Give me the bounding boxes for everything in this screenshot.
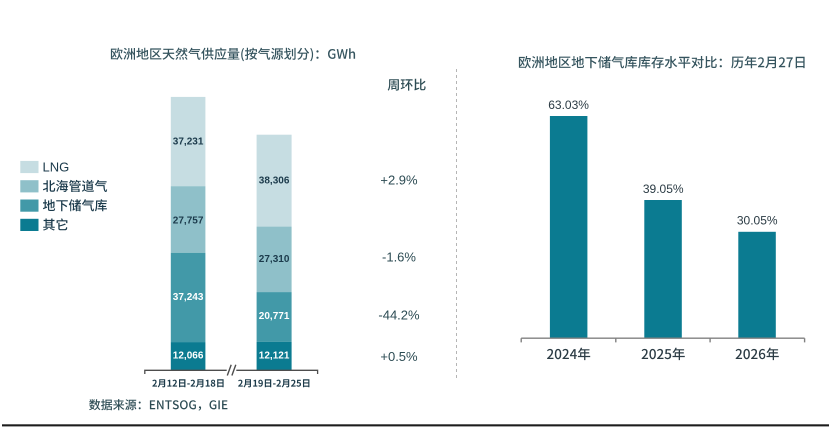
svg-text:12,121: 12,121 xyxy=(259,351,290,362)
svg-text:27,310: 27,310 xyxy=(259,254,290,265)
svg-text:39.05%: 39.05% xyxy=(643,182,684,196)
svg-text:-1.6%: -1.6% xyxy=(382,250,416,265)
svg-text:37,231: 37,231 xyxy=(173,137,204,148)
svg-text:38,306: 38,306 xyxy=(259,176,290,187)
svg-text:LNG: LNG xyxy=(43,160,70,175)
svg-text:37,243: 37,243 xyxy=(173,292,204,303)
svg-text:63.03%: 63.03% xyxy=(548,98,589,112)
svg-text:12,066: 12,066 xyxy=(173,351,204,362)
svg-text:+2.9%: +2.9% xyxy=(380,173,418,188)
svg-text:30.05%: 30.05% xyxy=(737,213,778,227)
svg-text:20,771: 20,771 xyxy=(259,311,290,322)
svg-text:-44.2%: -44.2% xyxy=(378,307,420,322)
svg-text:+0.5%: +0.5% xyxy=(380,349,418,364)
svg-text:27,757: 27,757 xyxy=(173,216,204,227)
